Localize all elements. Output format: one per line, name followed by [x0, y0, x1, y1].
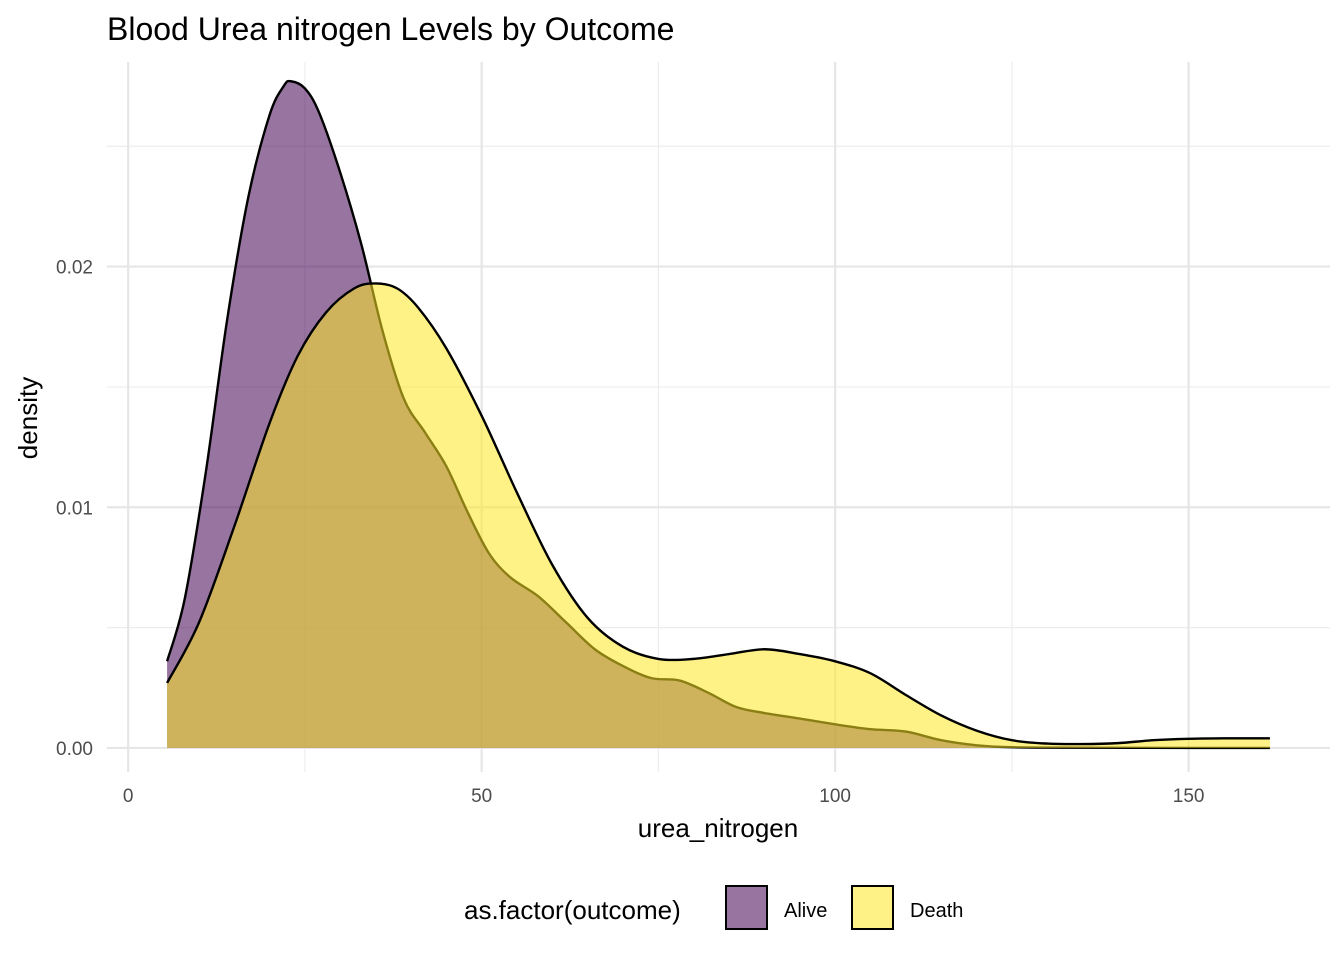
legend: as.factor(outcome) Alive Death: [464, 885, 963, 930]
y-tick-label: 0.00: [56, 739, 93, 760]
x-tick-label: 100: [819, 786, 851, 807]
x-tick-label: 150: [1173, 786, 1205, 807]
x-axis-ticks: 0 50 100 150: [123, 786, 1205, 807]
x-axis-title: urea_nitrogen: [638, 813, 798, 843]
density-area-death: [167, 283, 1270, 748]
legend-title: as.factor(outcome): [464, 895, 681, 925]
y-axis-title: density: [13, 377, 43, 459]
legend-label-death: Death: [910, 900, 963, 922]
y-tick-label: 0.02: [56, 258, 93, 279]
density-series: [165, 79, 1270, 750]
chart-title: Blood Urea nitrogen Levels by Outcome: [107, 11, 674, 47]
density-line-death: [166, 282, 1270, 746]
legend-swatch-alive: [725, 885, 768, 930]
x-tick-label: 50: [471, 786, 492, 807]
x-tick-label: 0: [123, 786, 134, 807]
y-tick-label: 0.01: [56, 498, 93, 519]
y-axis-ticks: 0.00 0.01 0.02: [56, 258, 93, 760]
legend-swatch-death: [851, 885, 894, 930]
legend-label-alive: Alive: [784, 900, 827, 922]
